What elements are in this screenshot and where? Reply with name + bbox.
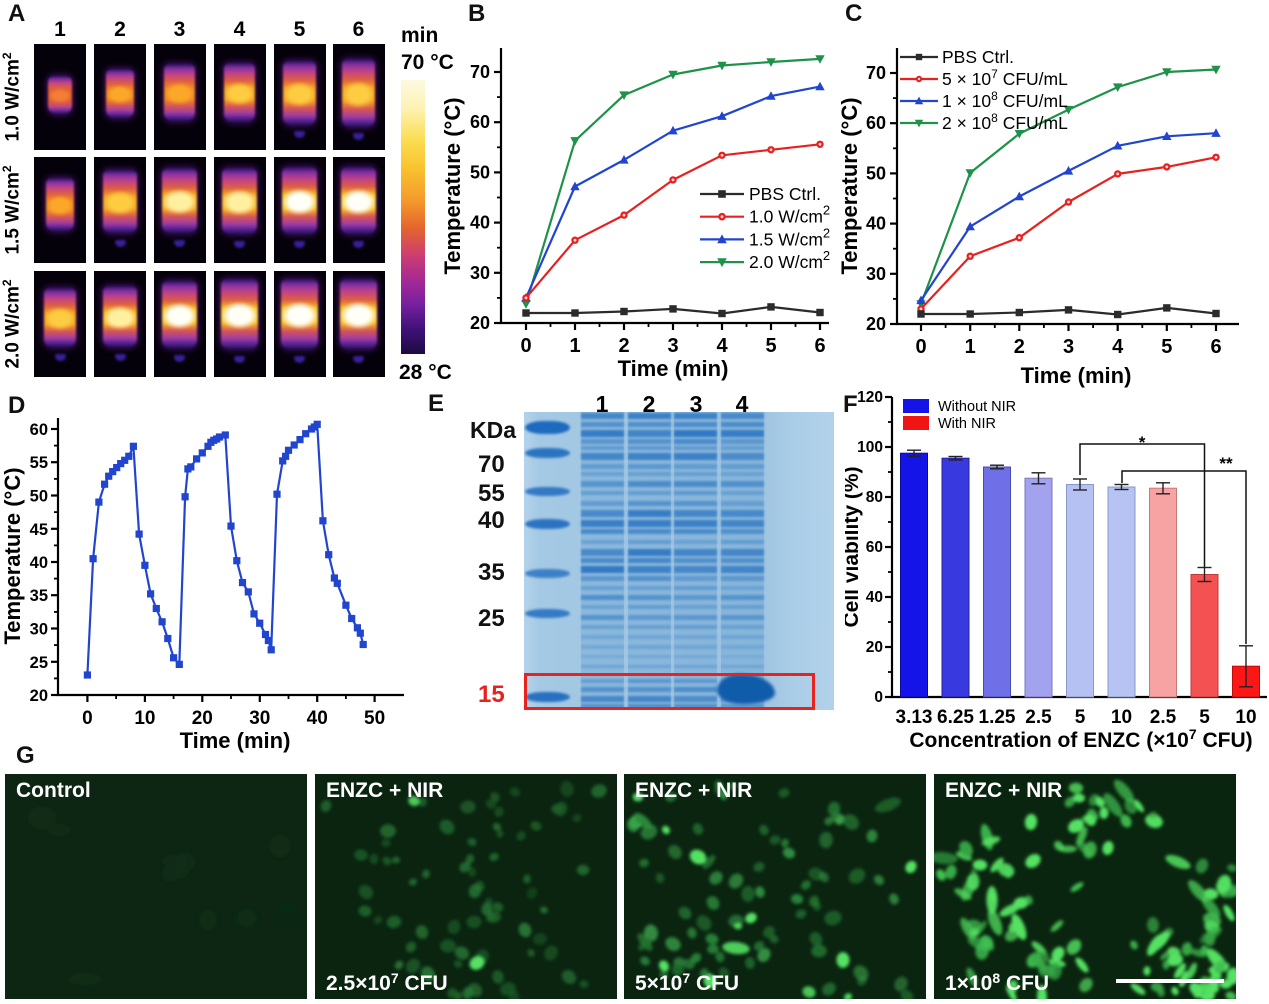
- svg-text:20: 20: [470, 313, 490, 333]
- svg-text:30: 30: [249, 708, 270, 729]
- svg-text:5: 5: [1199, 707, 1210, 728]
- svg-text:5×107 CFU: 5×107 CFU: [635, 970, 739, 995]
- svg-text:Temperature (°C): Temperature (°C): [440, 97, 465, 274]
- svg-text:Concentration of ENZC (×107 CF: Concentration of ENZC (×107 CFU): [909, 726, 1252, 752]
- svg-text:10: 10: [1235, 707, 1256, 728]
- svg-text:2.0 W/cm2: 2.0 W/cm2: [749, 248, 830, 272]
- svg-text:3.13: 3.13: [896, 707, 933, 728]
- svg-text:100: 100: [857, 439, 883, 456]
- svg-text:Time (min): Time (min): [180, 728, 291, 753]
- svg-text:2.5: 2.5: [1025, 707, 1052, 728]
- svg-text:4: 4: [1112, 336, 1124, 358]
- svg-text:40: 40: [470, 213, 490, 233]
- svg-text:0: 0: [82, 708, 93, 729]
- svg-text:50: 50: [30, 488, 48, 506]
- svg-text:Cell viability (%): Cell viability (%): [845, 466, 863, 627]
- svg-text:6.25: 6.25: [937, 707, 974, 728]
- svg-text:3: 3: [1063, 336, 1074, 358]
- svg-text:5 × 107 CFU/mL: 5 × 107 CFU/mL: [942, 67, 1068, 89]
- svg-text:60: 60: [470, 112, 490, 132]
- svg-text:ENZC + NIR: ENZC + NIR: [635, 779, 752, 802]
- svg-text:2.5×107 CFU: 2.5×107 CFU: [326, 970, 448, 995]
- svg-text:55: 55: [30, 454, 48, 472]
- svg-text:80: 80: [866, 489, 883, 506]
- svg-text:Temperature (°C): Temperature (°C): [0, 467, 25, 644]
- svg-text:Temperature (°C): Temperature (°C): [840, 97, 862, 274]
- svg-text:25: 25: [30, 654, 48, 672]
- svg-text:45: 45: [30, 521, 48, 539]
- svg-text:5: 5: [1075, 707, 1086, 728]
- svg-text:2 × 108 CFU/mL: 2 × 108 CFU/mL: [942, 111, 1068, 133]
- svg-text:Control: Control: [16, 779, 91, 802]
- svg-text:2: 2: [1014, 336, 1025, 358]
- svg-text:10: 10: [134, 708, 155, 729]
- svg-text:2.5: 2.5: [1150, 707, 1177, 728]
- svg-text:30: 30: [470, 263, 490, 283]
- svg-text:60: 60: [866, 113, 886, 133]
- svg-text:1.5 W/cm2: 1.5 W/cm2: [749, 225, 830, 249]
- svg-text:20: 20: [192, 708, 213, 729]
- svg-text:0: 0: [915, 336, 926, 358]
- svg-text:1.0 W/cm2: 1.0 W/cm2: [749, 203, 830, 227]
- svg-text:50: 50: [866, 163, 886, 183]
- svg-text:20: 20: [30, 687, 48, 705]
- svg-text:60: 60: [30, 421, 48, 439]
- svg-text:2: 2: [618, 335, 629, 357]
- svg-text:ENZC + NIR: ENZC + NIR: [945, 779, 1062, 802]
- svg-text:4: 4: [716, 335, 728, 357]
- svg-text:ENZC + NIR: ENZC + NIR: [326, 779, 443, 802]
- svg-text:40: 40: [307, 708, 328, 729]
- svg-text:35: 35: [30, 587, 48, 605]
- svg-text:70: 70: [470, 62, 490, 82]
- svg-text:1.25: 1.25: [979, 707, 1016, 728]
- svg-text:60: 60: [866, 539, 883, 556]
- svg-text:0: 0: [520, 335, 531, 357]
- svg-text:40: 40: [866, 589, 883, 606]
- svg-text:PBS Ctrl.: PBS Ctrl.: [749, 184, 821, 204]
- svg-text:1: 1: [965, 336, 976, 358]
- svg-text:1×108 CFU: 1×108 CFU: [945, 970, 1049, 995]
- svg-text:*: *: [1139, 433, 1146, 452]
- svg-text:40: 40: [866, 214, 886, 234]
- svg-text:Time (min): Time (min): [1021, 363, 1132, 388]
- svg-text:40: 40: [30, 554, 48, 572]
- svg-text:6: 6: [1210, 336, 1221, 358]
- svg-text:PBS Ctrl.: PBS Ctrl.: [942, 47, 1014, 67]
- svg-text:0: 0: [874, 689, 883, 706]
- svg-text:3: 3: [667, 335, 678, 357]
- svg-text:5: 5: [765, 335, 776, 357]
- svg-text:**: **: [1219, 454, 1233, 473]
- svg-text:20: 20: [866, 639, 883, 656]
- svg-text:Time (min): Time (min): [618, 356, 729, 381]
- svg-text:10: 10: [1111, 707, 1132, 728]
- svg-text:1 × 108 CFU/mL: 1 × 108 CFU/mL: [942, 89, 1068, 111]
- svg-text:30: 30: [866, 264, 886, 284]
- svg-text:120: 120: [857, 389, 883, 406]
- svg-text:30: 30: [30, 621, 48, 639]
- svg-text:5: 5: [1161, 336, 1172, 358]
- svg-text:Without NIR: Without NIR: [938, 399, 1016, 415]
- svg-text:1: 1: [569, 335, 580, 357]
- svg-text:20: 20: [866, 314, 886, 334]
- svg-text:With NIR: With NIR: [938, 416, 996, 432]
- svg-text:50: 50: [364, 708, 385, 729]
- svg-text:6: 6: [814, 335, 825, 357]
- svg-text:70: 70: [866, 63, 886, 83]
- svg-text:50: 50: [470, 162, 490, 182]
